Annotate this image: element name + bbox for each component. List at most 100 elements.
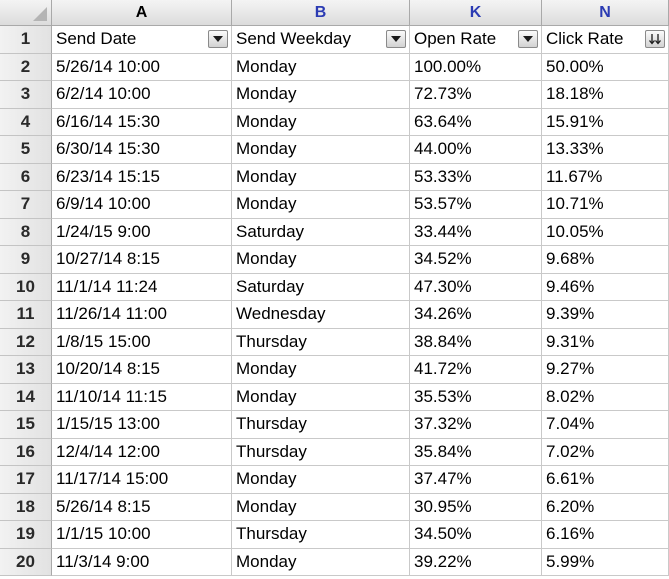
- row-header-3[interactable]: 3: [0, 81, 52, 109]
- row-header-17[interactable]: 17: [0, 466, 52, 494]
- table-cell-send-weekday[interactable]: Monday: [232, 493, 410, 521]
- table-cell-send-weekday[interactable]: Saturday: [232, 273, 410, 301]
- table-cell-send-date[interactable]: 6/30/14 15:30: [52, 136, 232, 164]
- header-cell-send-date[interactable]: Send Date: [52, 26, 232, 54]
- table-cell-open-rate[interactable]: 47.30%: [410, 273, 542, 301]
- row-header-2[interactable]: 2: [0, 53, 52, 81]
- table-cell-click-rate[interactable]: 7.04%: [542, 411, 669, 439]
- table-cell-open-rate[interactable]: 63.64%: [410, 108, 542, 136]
- filter-button-send-weekday[interactable]: [386, 30, 406, 49]
- table-cell-open-rate[interactable]: 100.00%: [410, 53, 542, 81]
- row-header-7[interactable]: 7: [0, 191, 52, 219]
- table-cell-open-rate[interactable]: 30.95%: [410, 493, 542, 521]
- table-cell-open-rate[interactable]: 37.32%: [410, 411, 542, 439]
- filter-button-open-rate[interactable]: [518, 30, 538, 49]
- table-cell-send-date[interactable]: 1/24/15 9:00: [52, 218, 232, 246]
- row-header-8[interactable]: 8: [0, 218, 52, 246]
- column-header-a[interactable]: A: [52, 0, 232, 26]
- row-header-14[interactable]: 14: [0, 383, 52, 411]
- table-cell-send-date[interactable]: 11/1/14 11:24: [52, 273, 232, 301]
- row-header-11[interactable]: 11: [0, 301, 52, 329]
- table-cell-click-rate[interactable]: 50.00%: [542, 53, 669, 81]
- table-cell-open-rate[interactable]: 34.50%: [410, 521, 542, 549]
- table-cell-send-weekday[interactable]: Monday: [232, 356, 410, 384]
- table-cell-send-date[interactable]: 11/17/14 15:00: [52, 466, 232, 494]
- table-cell-send-date[interactable]: 1/1/15 10:00: [52, 521, 232, 549]
- table-cell-click-rate[interactable]: 8.02%: [542, 383, 669, 411]
- table-cell-send-date[interactable]: 5/26/14 8:15: [52, 493, 232, 521]
- table-cell-open-rate[interactable]: 53.57%: [410, 191, 542, 219]
- sort-button-click-rate[interactable]: [645, 30, 665, 49]
- row-header-1[interactable]: 1: [0, 26, 52, 54]
- table-cell-send-weekday[interactable]: Monday: [232, 466, 410, 494]
- row-header-19[interactable]: 19: [0, 521, 52, 549]
- row-header-15[interactable]: 15: [0, 411, 52, 439]
- table-cell-open-rate[interactable]: 34.26%: [410, 301, 542, 329]
- column-header-k[interactable]: K: [410, 0, 542, 26]
- table-cell-click-rate[interactable]: 18.18%: [542, 81, 669, 109]
- row-header-20[interactable]: 20: [0, 548, 52, 576]
- table-cell-click-rate[interactable]: 9.46%: [542, 273, 669, 301]
- table-cell-send-date[interactable]: 11/26/14 11:00: [52, 301, 232, 329]
- table-cell-send-date[interactable]: 10/27/14 8:15: [52, 246, 232, 274]
- table-cell-open-rate[interactable]: 37.47%: [410, 466, 542, 494]
- table-cell-click-rate[interactable]: 10.05%: [542, 218, 669, 246]
- table-cell-send-weekday[interactable]: Monday: [232, 53, 410, 81]
- row-header-4[interactable]: 4: [0, 108, 52, 136]
- table-cell-send-date[interactable]: 12/4/14 12:00: [52, 438, 232, 466]
- row-header-13[interactable]: 13: [0, 356, 52, 384]
- table-cell-send-date[interactable]: 1/8/15 15:00: [52, 328, 232, 356]
- column-header-b[interactable]: B: [232, 0, 410, 26]
- row-header-9[interactable]: 9: [0, 246, 52, 274]
- table-cell-click-rate[interactable]: 6.61%: [542, 466, 669, 494]
- table-cell-open-rate[interactable]: 34.52%: [410, 246, 542, 274]
- header-cell-open-rate[interactable]: Open Rate: [410, 26, 542, 54]
- row-header-5[interactable]: 5: [0, 136, 52, 164]
- table-cell-send-date[interactable]: 6/9/14 10:00: [52, 191, 232, 219]
- select-all-button[interactable]: [0, 0, 52, 26]
- table-cell-send-weekday[interactable]: Monday: [232, 383, 410, 411]
- table-cell-send-weekday[interactable]: Monday: [232, 191, 410, 219]
- table-cell-open-rate[interactable]: 41.72%: [410, 356, 542, 384]
- row-header-10[interactable]: 10: [0, 273, 52, 301]
- table-cell-click-rate[interactable]: 5.99%: [542, 548, 669, 576]
- table-cell-open-rate[interactable]: 53.33%: [410, 163, 542, 191]
- header-cell-click-rate[interactable]: Click Rate: [542, 26, 669, 54]
- table-cell-open-rate[interactable]: 35.84%: [410, 438, 542, 466]
- table-cell-send-date[interactable]: 1/15/15 13:00: [52, 411, 232, 439]
- table-cell-click-rate[interactable]: 9.31%: [542, 328, 669, 356]
- table-cell-send-date[interactable]: 6/16/14 15:30: [52, 108, 232, 136]
- table-cell-open-rate[interactable]: 33.44%: [410, 218, 542, 246]
- table-cell-click-rate[interactable]: 6.16%: [542, 521, 669, 549]
- filter-button-send-date[interactable]: [208, 30, 228, 49]
- table-cell-send-weekday[interactable]: Monday: [232, 246, 410, 274]
- table-cell-open-rate[interactable]: 39.22%: [410, 548, 542, 576]
- table-cell-send-weekday[interactable]: Monday: [232, 163, 410, 191]
- table-cell-click-rate[interactable]: 10.71%: [542, 191, 669, 219]
- table-cell-send-weekday[interactable]: Thursday: [232, 521, 410, 549]
- table-cell-click-rate[interactable]: 7.02%: [542, 438, 669, 466]
- table-cell-click-rate[interactable]: 9.39%: [542, 301, 669, 329]
- table-cell-open-rate[interactable]: 44.00%: [410, 136, 542, 164]
- table-cell-send-date[interactable]: 5/26/14 10:00: [52, 53, 232, 81]
- table-cell-send-weekday[interactable]: Saturday: [232, 218, 410, 246]
- table-cell-click-rate[interactable]: 11.67%: [542, 163, 669, 191]
- table-cell-send-weekday[interactable]: Monday: [232, 136, 410, 164]
- table-cell-send-weekday[interactable]: Monday: [232, 548, 410, 576]
- table-cell-send-date[interactable]: 10/20/14 8:15: [52, 356, 232, 384]
- row-header-6[interactable]: 6: [0, 163, 52, 191]
- table-cell-send-date[interactable]: 6/2/14 10:00: [52, 81, 232, 109]
- table-cell-click-rate[interactable]: 9.68%: [542, 246, 669, 274]
- table-cell-click-rate[interactable]: 6.20%: [542, 493, 669, 521]
- header-cell-send-weekday[interactable]: Send Weekday: [232, 26, 410, 54]
- table-cell-open-rate[interactable]: 35.53%: [410, 383, 542, 411]
- table-cell-send-date[interactable]: 11/3/14 9:00: [52, 548, 232, 576]
- row-header-18[interactable]: 18: [0, 493, 52, 521]
- table-cell-send-weekday[interactable]: Thursday: [232, 411, 410, 439]
- table-cell-send-date[interactable]: 11/10/14 11:15: [52, 383, 232, 411]
- column-header-n[interactable]: N: [542, 0, 669, 26]
- row-header-16[interactable]: 16: [0, 438, 52, 466]
- table-cell-click-rate[interactable]: 15.91%: [542, 108, 669, 136]
- table-cell-click-rate[interactable]: 13.33%: [542, 136, 669, 164]
- table-cell-send-weekday[interactable]: Thursday: [232, 328, 410, 356]
